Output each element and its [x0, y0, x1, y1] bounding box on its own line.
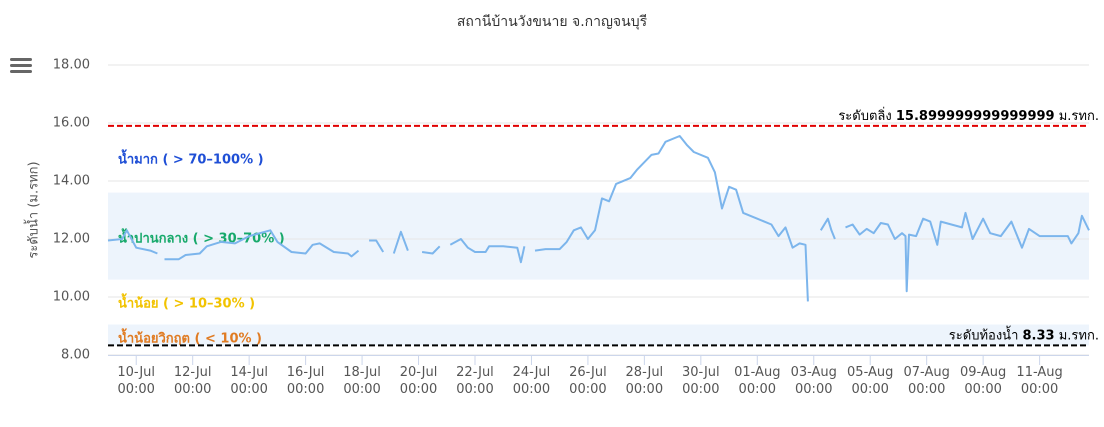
x-tick-label: 12-Jul 00:00	[173, 365, 212, 397]
zone-label: น้ำปานกลาง ( > 30–70% )	[118, 228, 285, 247]
zone-label: น้ำมาก ( > 70–100% )	[118, 149, 264, 168]
x-tick-label: 05-Aug 00:00	[847, 365, 894, 397]
x-tick-label: 24-Jul 00:00	[512, 365, 551, 397]
y-tick-label: 12.00	[53, 232, 90, 247]
series-line	[107, 135, 1090, 302]
x-tick-label: 30-Jul 00:00	[682, 365, 720, 397]
zone-label: น้ำน้อย ( > 10–30% )	[118, 293, 255, 312]
x-tick-label: 09-Aug 00:00	[959, 365, 1007, 397]
x-tick-label: 07-Aug 00:00	[903, 365, 950, 397]
menu-button[interactable]	[10, 58, 32, 73]
plot-line-label: ระดับตลิ่ง 15.899999999999999 ม.รทก.	[838, 106, 1099, 123]
y-tick-label: 10.00	[53, 290, 90, 305]
chart-title: สถานีบ้านวังขนาย จ.กาญจนบุรี	[457, 14, 648, 30]
zone-label: น้ำน้อยวิกฤต ( < 10% )	[118, 328, 262, 347]
plot-band	[108, 324, 1089, 346]
y-axis-title: ระดับน้ำ (ม.รทก)	[24, 161, 42, 258]
x-tick-label: 16-Jul 00:00	[286, 365, 325, 397]
x-tick-label: 01-Aug 00:00	[734, 365, 781, 397]
x-tick-label: 22-Jul 00:00	[456, 365, 494, 397]
y-tick-label: 8.00	[61, 348, 90, 363]
plot-line-label-part: ม.รทก.	[1059, 328, 1099, 343]
menu-bar	[10, 64, 32, 67]
x-tick-label: 11-Aug 00:00	[1016, 365, 1063, 397]
x-tick-label: 26-Jul 00:00	[569, 365, 607, 397]
x-tick-label: 14-Jul 00:00	[230, 365, 268, 397]
plot-line-label: ระดับท้องน้ำ 8.33 ม.รทก.	[949, 325, 1099, 343]
plot-line-label-part: ระดับท้องน้ำ	[949, 325, 1019, 343]
x-tick-label: 18-Jul 00:00	[343, 365, 381, 397]
x-tick-label: 20-Jul 00:00	[399, 365, 438, 397]
plot-line-label-part: 8.33	[1023, 328, 1055, 343]
y-tick-label: 18.00	[53, 58, 90, 73]
plot-line-label-part: 15.899999999999999	[896, 108, 1055, 123]
x-tick-label: 10-Jul 00:00	[117, 365, 156, 397]
plot-band	[108, 192, 1089, 280]
y-tick-label: 16.00	[53, 116, 90, 131]
menu-bar	[10, 58, 32, 61]
menu-bar	[10, 70, 32, 73]
x-tick-label: 28-Jul 00:00	[625, 365, 664, 397]
x-tick-label: 03-Aug 00:00	[790, 365, 837, 397]
plot-line-label-part: ระดับตลิ่ง	[838, 106, 891, 123]
y-tick-label: 14.00	[53, 174, 90, 189]
plot-line-label-part: ม.รทก.	[1059, 108, 1099, 123]
